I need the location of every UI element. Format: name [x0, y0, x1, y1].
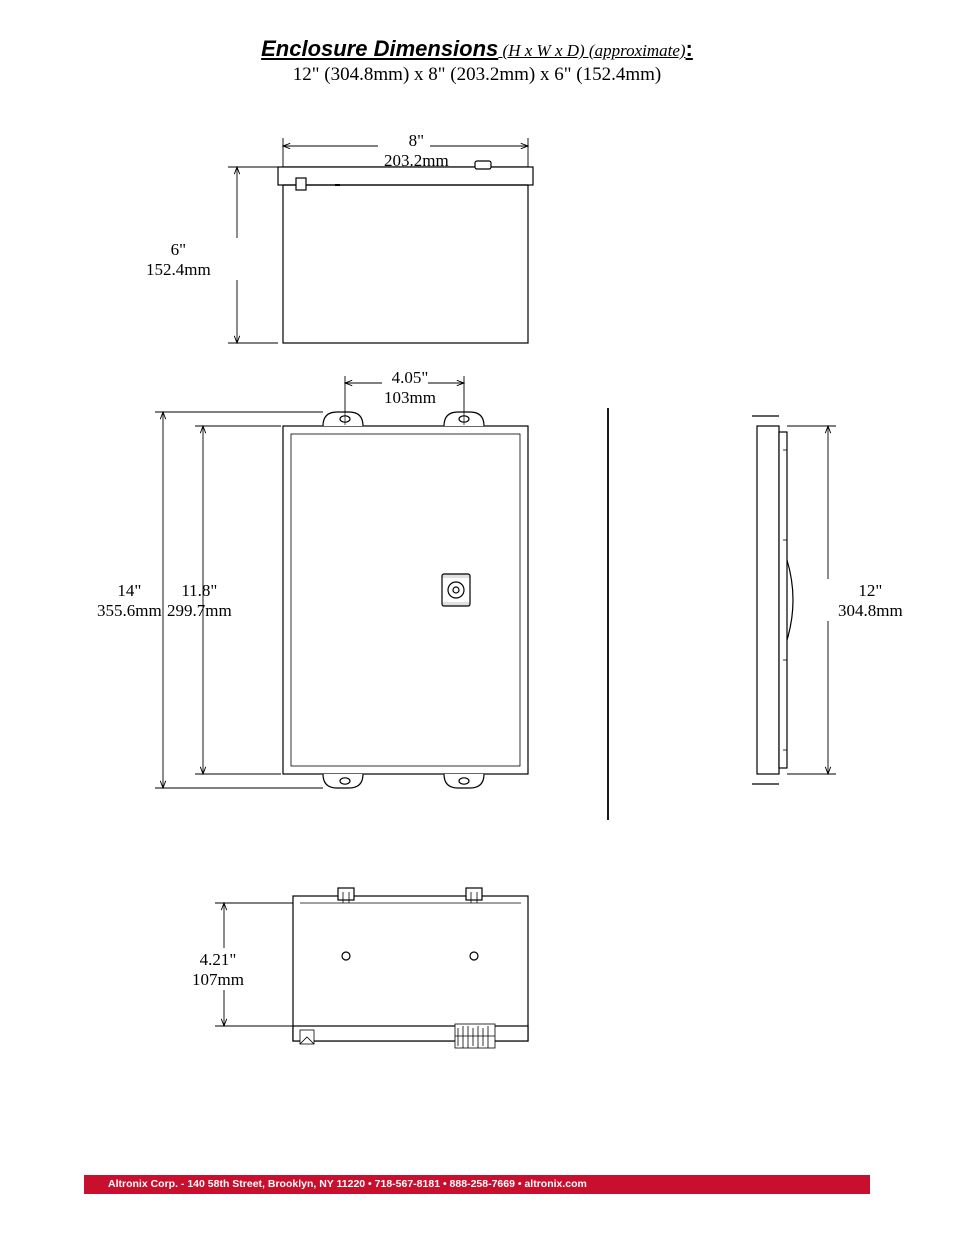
technical-drawing	[0, 120, 954, 1180]
dim-left-outer: 14"355.6mm	[97, 581, 162, 620]
dim-top-width: 8"203.2mm	[384, 131, 449, 170]
dim-mid-width: 4.05"103mm	[384, 368, 436, 407]
page: Enclosure Dimensions (H x W x D) (approx…	[0, 0, 954, 1235]
title-block: Enclosure Dimensions (H x W x D) (approx…	[0, 36, 954, 86]
title-main: Enclosure Dimensions	[261, 36, 498, 61]
footer-text: Altronix Corp. - 140 58th Street, Brookl…	[108, 1178, 587, 1190]
top-view	[228, 138, 533, 343]
dim-bottom-height: 4.21"107mm	[192, 950, 244, 989]
title-subtitle: (H x W x D) (approximate)	[498, 41, 685, 60]
dim-right-height: 12"304.8mm	[838, 581, 903, 620]
side-view	[608, 408, 836, 820]
title-dimensions-line: 12" (304.8mm) x 8" (203.2mm) x 6" (152.4…	[0, 64, 954, 86]
dim-top-height: 6"152.4mm	[146, 240, 211, 279]
drawing-area: 8"203.2mm 6"152.4mm 4.05"103mm 14"355.6m…	[0, 120, 954, 1120]
bottom-view	[215, 888, 528, 1048]
title-colon: :	[686, 36, 693, 61]
dim-left-inner: 11.8"299.7mm	[167, 581, 232, 620]
footer-bar: Altronix Corp. - 140 58th Street, Brookl…	[84, 1175, 870, 1194]
